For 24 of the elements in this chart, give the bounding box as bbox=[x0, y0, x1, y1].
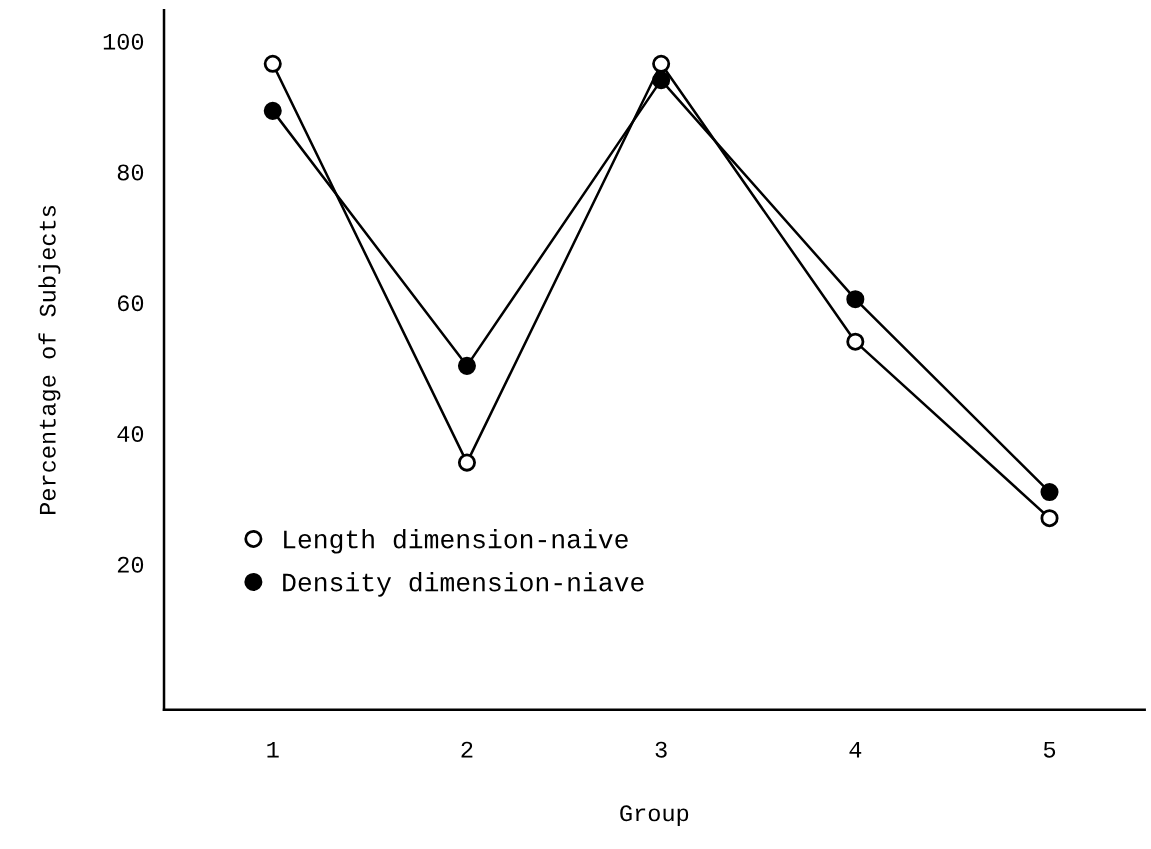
x-tick-label: 2 bbox=[461, 741, 473, 758]
x-tick-label: 3 bbox=[655, 741, 667, 758]
point bbox=[846, 290, 865, 309]
point bbox=[1040, 483, 1059, 502]
x-tick-label: 1 bbox=[267, 741, 279, 758]
x-tick-label: 5 bbox=[1043, 741, 1056, 758]
y-axis-title: Percentage of Subjects bbox=[38, 206, 61, 514]
point bbox=[846, 332, 865, 351]
y-tick-label: 20 bbox=[117, 556, 144, 573]
x-tick-label: 4 bbox=[849, 741, 862, 758]
y-tick-label: 80 bbox=[117, 164, 144, 181]
point bbox=[457, 453, 476, 472]
y-tick-label: 40 bbox=[117, 425, 144, 442]
point bbox=[1040, 509, 1059, 528]
x-axis-title: Group bbox=[620, 805, 689, 827]
y-tick-label: 100 bbox=[103, 33, 144, 50]
legend-label: Length dimension-naive bbox=[284, 529, 628, 554]
point bbox=[652, 54, 671, 73]
point bbox=[263, 101, 282, 120]
point bbox=[652, 71, 671, 90]
legend-label: Density dimension-niave bbox=[283, 572, 644, 597]
point bbox=[457, 356, 476, 375]
y-tick-label: 60 bbox=[117, 295, 144, 312]
point bbox=[263, 54, 282, 73]
